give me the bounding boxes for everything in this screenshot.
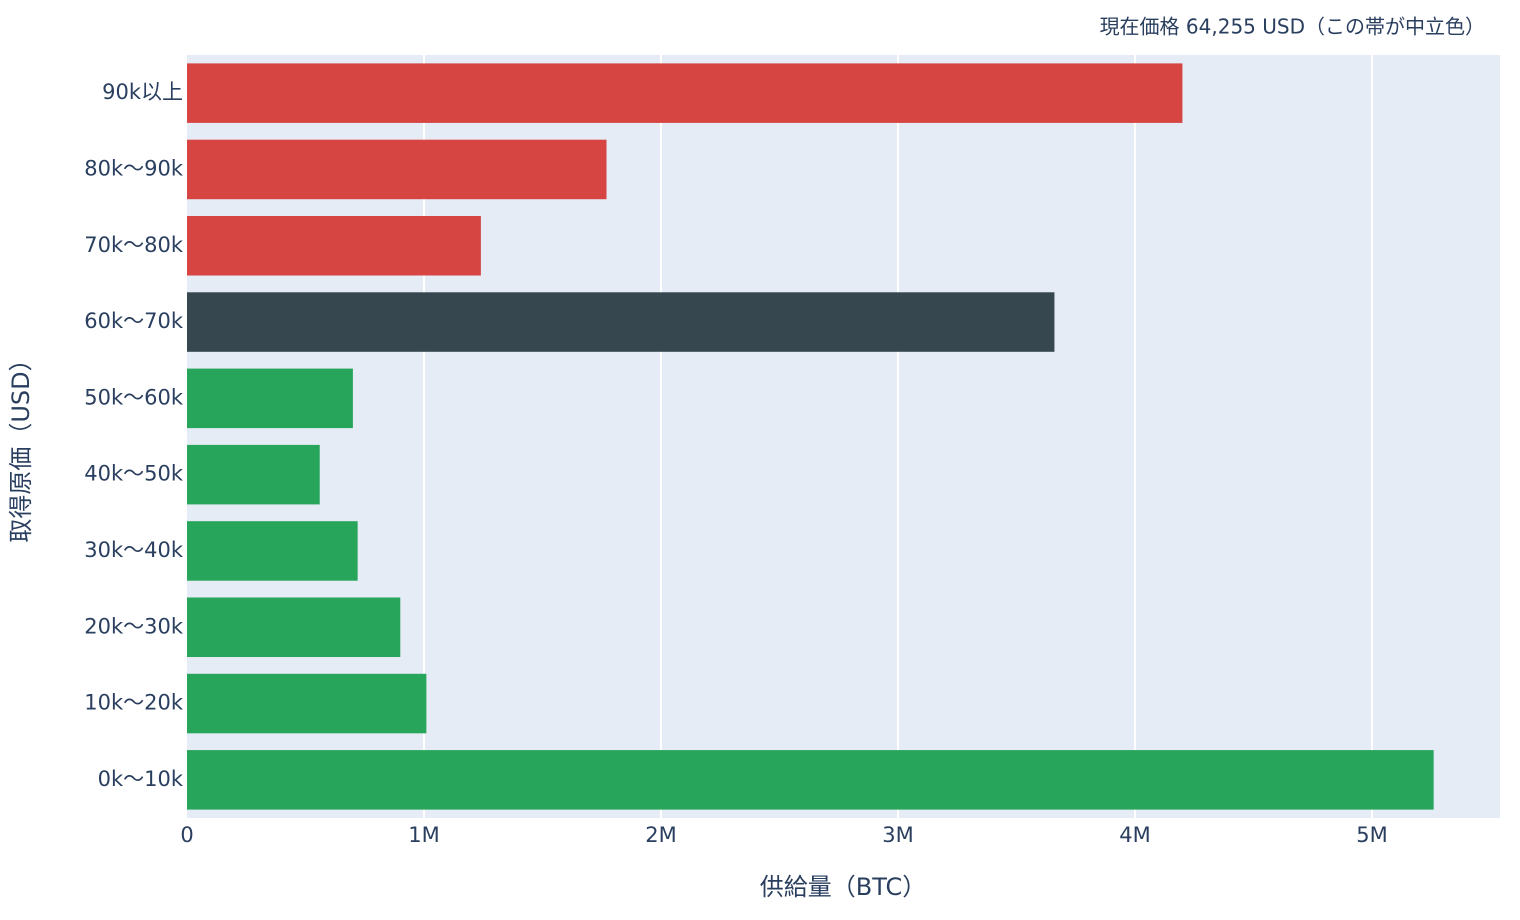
annotation: 現在価格 64,255 USD（この帯が中立色） (1100, 15, 1485, 39)
y-tick-label: 20k〜30k (84, 614, 184, 638)
y-tick-label: 70k〜80k (84, 233, 184, 257)
y-tick-label: 0k〜10k (98, 767, 184, 791)
y-tick-label: 30k〜40k (84, 538, 184, 562)
y-tick-label: 90k以上 (102, 80, 183, 104)
bar (187, 215, 481, 276)
bar (187, 673, 427, 734)
bar (187, 139, 607, 200)
y-tick-label: 40k〜50k (84, 462, 184, 486)
y-tick-label: 80k〜90k (84, 156, 184, 180)
x-tick-label: 4M (1119, 823, 1150, 847)
bar (187, 63, 1183, 123)
x-tick-label: 0 (180, 823, 193, 847)
y-tick-label: 10k〜20k (84, 691, 184, 715)
bar (187, 597, 401, 658)
x-tick-label: 3M (882, 823, 913, 847)
x-tick-label: 1M (408, 823, 439, 847)
bar (187, 368, 353, 429)
bar (187, 521, 358, 581)
x-tick-label: 5M (1356, 823, 1387, 847)
x-tick-label: 2M (645, 823, 676, 847)
y-tick-label: 50k〜60k (84, 385, 184, 409)
y-tick-label: 60k〜70k (84, 309, 184, 333)
bar (187, 750, 1434, 810)
y-axis-title: 取得原価（USD） (7, 347, 35, 542)
x-axis-title: 供給量（BTC） (760, 873, 926, 901)
bar (187, 444, 320, 505)
bar (187, 292, 1055, 352)
